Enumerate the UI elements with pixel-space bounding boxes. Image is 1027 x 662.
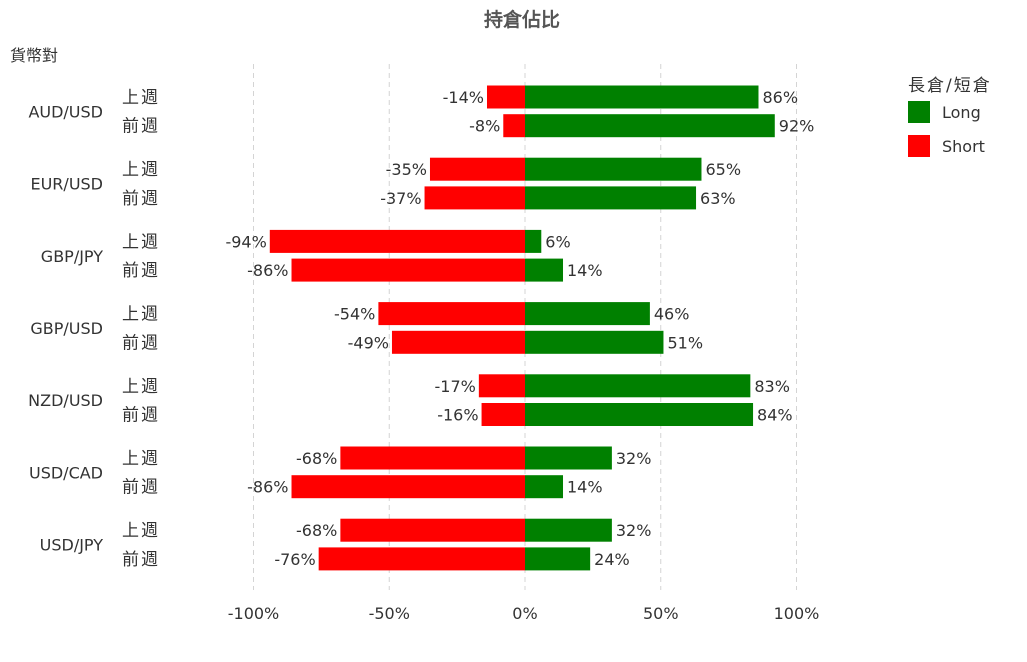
long-bar [525, 330, 664, 354]
long-value-label: 32% [616, 449, 652, 468]
short-bar [340, 518, 525, 542]
short-bar [503, 114, 525, 138]
category-label: EUR/USD [30, 175, 103, 194]
period-label: 上週 [122, 377, 160, 397]
legend-label: Long [942, 103, 981, 122]
short-bar [318, 547, 525, 571]
period-label: 上週 [122, 232, 160, 252]
short-value-label: -17% [435, 377, 476, 396]
long-bar [525, 229, 542, 253]
legend: 長倉/短倉 Long Short [908, 76, 992, 157]
x-tick-label: 100% [774, 604, 820, 623]
long-value-label: 63% [700, 189, 736, 208]
period-label: 上週 [122, 521, 160, 541]
long-bar [525, 302, 650, 326]
long-bar [525, 403, 754, 426]
long-value-label: 6% [545, 232, 570, 251]
long-value-label: 24% [594, 550, 630, 569]
long-bar [525, 374, 751, 398]
long-bar [525, 186, 697, 210]
short-value-label: -8% [469, 117, 500, 136]
long-value-label: 83% [754, 377, 790, 396]
short-value-label: -16% [437, 406, 478, 425]
long-value-label: 51% [667, 333, 703, 352]
bars [269, 85, 775, 571]
short-bar [391, 330, 525, 354]
short-bar [269, 229, 525, 253]
short-value-label: -49% [348, 333, 389, 352]
short-value-label: -54% [334, 305, 375, 324]
category-label: USD/JPY [40, 536, 104, 555]
period-label: 前週 [122, 261, 160, 281]
short-bar [291, 475, 525, 499]
short-bar [486, 85, 525, 109]
short-value-label: -35% [386, 160, 427, 179]
legend-label: Short [942, 137, 985, 156]
long-bar [525, 475, 564, 499]
period-label: 前週 [122, 333, 160, 353]
category-axis-title: 貨幣對 [10, 46, 58, 65]
x-tick-label: -50% [369, 604, 410, 623]
long-value-label: 32% [616, 521, 652, 540]
long-bar [525, 85, 759, 109]
short-value-label: -37% [380, 189, 421, 208]
long-value-label: 92% [779, 117, 815, 136]
period-label: 前週 [122, 550, 160, 570]
period-label: 前週 [122, 406, 160, 426]
long-value-label: 84% [757, 406, 793, 425]
x-tick-label: 0% [512, 604, 537, 623]
category-label: GBP/USD [30, 319, 103, 338]
short-value-label: -14% [443, 88, 484, 107]
legend-title: 長倉/短倉 [908, 76, 992, 96]
category-label: GBP/JPY [41, 247, 103, 266]
x-axis: -100% -50% 0% 50% 100% [228, 604, 820, 623]
period-label: 上週 [122, 160, 160, 180]
long-value-label: 46% [654, 305, 690, 324]
x-tick-label: -100% [228, 604, 280, 623]
category-label: NZD/USD [28, 391, 103, 410]
x-tick-label: 50% [643, 604, 679, 623]
category-label: USD/CAD [29, 463, 103, 482]
long-value-label: 14% [567, 261, 603, 280]
short-bar [340, 446, 525, 470]
short-value-label: -68% [296, 521, 337, 540]
short-bar [478, 374, 525, 398]
short-bar [429, 157, 525, 181]
short-bar [291, 258, 525, 282]
short-value-label: -86% [247, 478, 288, 497]
period-label: 上週 [122, 449, 160, 469]
period-label: 前週 [122, 189, 160, 209]
long-value-label: 86% [762, 88, 798, 107]
long-bar [525, 157, 702, 181]
long-bar [525, 258, 564, 282]
long-bar [525, 446, 612, 470]
period-label: 上週 [122, 88, 160, 108]
short-value-label: -68% [296, 449, 337, 468]
short-bar [424, 186, 525, 210]
long-value-label: 14% [567, 478, 603, 497]
long-bar [525, 114, 775, 138]
long-value-label: 65% [705, 160, 741, 179]
long-bar [525, 547, 591, 571]
short-value-label: -86% [247, 261, 288, 280]
period-label: 前週 [122, 478, 160, 498]
grid-lines [253, 64, 797, 590]
short-value-label: -94% [225, 232, 266, 251]
short-bar [481, 403, 525, 426]
period-label: 上週 [122, 305, 160, 325]
chart-title: 持倉佔比 [484, 8, 560, 31]
short-value-label: -76% [274, 550, 315, 569]
labels: AUD/USD 上週 -14% 86% 前週 -8% 92% EUR/USD 上週 -35% 65%… [28, 88, 814, 570]
period-label: 前週 [122, 117, 160, 137]
category-label: AUD/USD [28, 102, 103, 121]
short-bar [378, 302, 525, 326]
legend-swatch [908, 101, 930, 123]
long-bar [525, 518, 612, 542]
legend-swatch [908, 135, 930, 157]
